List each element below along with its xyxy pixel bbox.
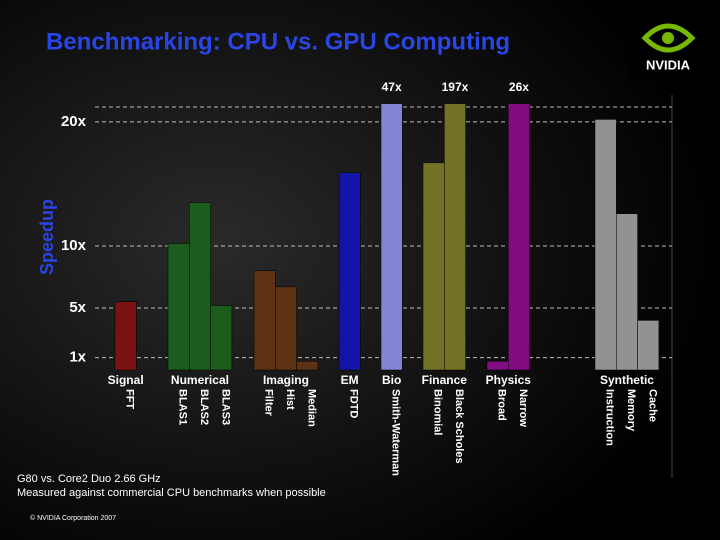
bar [594,119,617,371]
bar [380,104,403,371]
logo-text: NVIDIA [646,57,691,72]
bar [637,320,660,371]
y-tick-label: 10x [61,237,87,254]
y-tick-label: 20x [61,113,87,130]
bar [422,162,445,371]
group-label: Physics [486,373,532,387]
bar [508,104,530,371]
group-label: Bio [382,373,401,387]
group-label: Signal [108,373,144,387]
x-tick-label: FDTD [348,389,360,418]
bar [167,243,190,371]
x-tick-label: Black Scholes [453,389,465,464]
x-tick-label: Instruction [604,389,616,446]
x-tick-label: Cache [646,389,658,422]
x-tick-label: Filter [263,389,275,417]
bar [338,172,361,371]
group-label: Imaging [263,373,309,387]
bars [114,104,660,371]
x-tick-label: Hist [284,389,296,410]
bar [189,202,211,371]
x-tick-label: Broad [496,389,508,421]
x-tick-label: BLAS3 [219,389,231,425]
bar [296,361,319,371]
x-tick-label: FFT [124,389,136,409]
y-tick-label: 1x [69,349,86,366]
group-label: Numerical [171,373,229,387]
x-tick-label: Smith-Waterman [390,389,402,476]
y-tick-label: 5x [69,299,86,316]
x-tick-label: Memory [625,389,637,432]
value-label: 26x [509,80,529,94]
copyright: © NVIDIA Corporation 2007 [30,514,116,522]
x-tick-label: Binomial [432,389,444,435]
footnote: Measured against commercial CPU benchmar… [17,487,326,499]
group-label: EM [341,373,359,387]
value-label: 197x [442,80,469,94]
chart-title: Benchmarking: CPU vs. GPU Computing [46,28,510,55]
bar [253,270,276,371]
x-tick-label: Narrow [517,389,529,427]
logo: NVIDIA [630,20,706,78]
y-axis-label: Speedup [37,199,57,275]
x-tick-label: BLAS2 [198,389,210,425]
bar [616,213,638,371]
logo-pupil [662,32,674,44]
bar [114,301,137,371]
bar [210,305,233,371]
logo-eye [641,23,696,53]
bar [275,286,297,371]
value-label: 47x [382,80,402,94]
bar [444,104,466,371]
x-tick-label: Median [305,389,317,427]
group-label: Finance [422,373,468,387]
bar [486,361,509,371]
group-label: Synthetic [600,373,654,387]
footnote: G80 vs. Core2 Duo 2.66 GHz [17,473,161,485]
x-tick-label: BLAS1 [177,389,189,425]
